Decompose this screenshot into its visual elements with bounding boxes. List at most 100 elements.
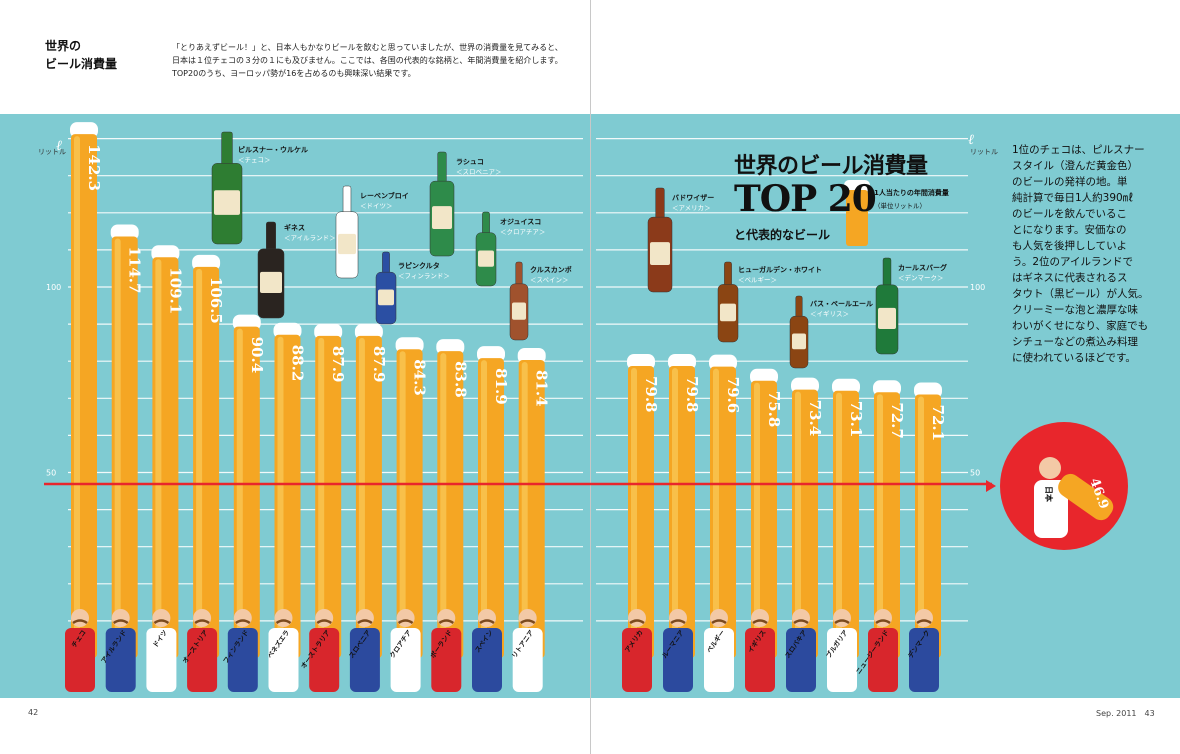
bar-highlight — [713, 368, 719, 654]
bar-highlight — [196, 268, 203, 654]
y-tick-label-right: 100 — [970, 283, 985, 292]
page-heading-line: ビール消費量 — [45, 57, 118, 71]
chart-title: 世界のビール消費量 — [734, 154, 928, 179]
brand-country: ＜スロベニア＞ — [456, 168, 502, 176]
bar-highlight — [918, 396, 924, 654]
side-article-line: とになります。安価なの — [1012, 224, 1127, 236]
japan-country-label: 日本 — [1044, 486, 1054, 502]
bottle-label — [260, 271, 282, 294]
drinker-head — [915, 609, 933, 627]
bar-highlight — [877, 394, 883, 654]
bottle-neck — [724, 261, 732, 287]
drinker-body — [146, 628, 177, 692]
side-article-line: クリーミーな泡と濃厚な味 — [1012, 304, 1138, 316]
drinker-mustache — [916, 619, 932, 625]
side-article-line: 1位のチェコは、ピルスナー — [1012, 144, 1145, 156]
bar-value-label: 79.8 — [642, 376, 660, 413]
y-axis-label-left: リットル — [38, 148, 66, 156]
bottle-label — [792, 333, 806, 350]
drinker-head — [710, 609, 728, 627]
japan-drinker-head — [1039, 457, 1061, 479]
drinker-mustache — [752, 619, 768, 625]
bar-highlight — [672, 367, 678, 654]
drinker-mustache — [834, 619, 850, 625]
bar-highlight — [114, 238, 121, 654]
bar-value-label: 81.4 — [533, 370, 551, 407]
bottle-label — [214, 190, 240, 215]
brand-name: バス・ペールエール — [810, 300, 873, 308]
drinker-body — [704, 628, 734, 692]
bar-value-label: 142.3 — [85, 144, 103, 191]
bar-value-label: 75.8 — [765, 391, 783, 428]
bottle-neck — [655, 187, 665, 220]
page-gutter — [590, 0, 591, 754]
drinker-body — [909, 628, 939, 692]
bottle-neck — [515, 261, 523, 286]
drinker-mustache — [357, 619, 373, 625]
drinker-mustache — [235, 619, 251, 625]
intro-text: 「とりあえずビール！」と、日本人もかなりビールを飲むと思っていましたが、世界の消… — [172, 41, 572, 80]
drinker-head — [274, 609, 293, 627]
bar-highlight — [155, 259, 162, 654]
bar-highlight — [74, 136, 80, 654]
japan-drinker-body — [1034, 480, 1068, 538]
side-article-line: わいがくせになり、家庭でも — [1012, 320, 1149, 332]
drinker-head — [628, 609, 646, 627]
drinker-body — [512, 628, 543, 692]
drinker-mustache — [875, 619, 891, 625]
drinker-head — [152, 609, 171, 627]
brand-name: ラピンクルタ — [398, 261, 440, 270]
bar-value-label: 90.4 — [248, 337, 266, 374]
drinker-body — [663, 628, 693, 692]
brand-name: オジュイスコ — [500, 218, 541, 226]
bottle-neck — [437, 151, 447, 184]
drinker-body — [827, 628, 857, 692]
bottle-neck — [342, 185, 352, 214]
drinker-head — [111, 609, 130, 627]
drinker-head — [478, 609, 496, 627]
brand-country: ＜スペイン＞ — [530, 276, 569, 284]
brand-country: ＜アメリカ＞ — [672, 204, 711, 212]
brand-name: クルスカンポ — [530, 265, 572, 274]
bar-value-label: 87.9 — [370, 346, 388, 383]
bottle-neck — [882, 257, 892, 288]
japan-badge-pointer — [986, 480, 996, 492]
bar-highlight — [440, 353, 447, 654]
side-article-line: シチューなどの煮込み料理 — [1012, 336, 1138, 348]
y-axis-symbol-right: ℓ — [968, 132, 974, 148]
bar-value-label: 114.7 — [126, 246, 144, 293]
bottle-label — [378, 289, 394, 306]
title-glass — [846, 190, 868, 246]
drinker-head — [355, 609, 374, 627]
brand-name: レーベンブロイ — [360, 191, 409, 200]
drinker-head — [396, 609, 415, 627]
bottle-neck — [482, 211, 490, 235]
drinker-mustache — [629, 619, 645, 625]
bar-highlight — [795, 391, 801, 654]
brand-country: ＜クロアチア＞ — [500, 228, 545, 236]
chart-unit-note: （単位リットル） — [874, 202, 926, 210]
brand-country: ＜フィンランド＞ — [398, 272, 450, 280]
bar-value-label: 106.5 — [207, 277, 225, 324]
y-axis-symbol-left: ℓ — [56, 138, 62, 154]
bottle-label — [650, 242, 670, 265]
side-article-line: のビールを飲んでいるこ — [1012, 208, 1127, 220]
chart-title-top20: TOP 20 — [734, 178, 877, 220]
page-number-right: Sep. 2011 43 — [1096, 709, 1155, 718]
drinker-head — [518, 609, 537, 627]
side-article: 1位のチェコは、ピルスナー スタイル（澄んだ黄金色） のビールの発祥の地。単 純… — [1012, 142, 1172, 366]
bar-value-label: 81.9 — [492, 368, 510, 405]
drinker-mustache — [275, 619, 292, 625]
brand-name: ギネス — [284, 223, 305, 232]
side-article-line: スタイル（澄んだ黄金色） — [1012, 160, 1138, 172]
bar-value-label: 109.1 — [166, 267, 184, 314]
y-axis-label-right: リットル — [970, 148, 998, 156]
bottle-neck — [795, 295, 803, 318]
drinker-head — [315, 609, 334, 627]
bar-value-label: 79.6 — [724, 377, 742, 414]
drinker-mustache — [438, 619, 455, 625]
drinker-body — [349, 628, 380, 692]
drinker-body — [431, 628, 462, 692]
page-number-left: 42 — [28, 708, 39, 717]
